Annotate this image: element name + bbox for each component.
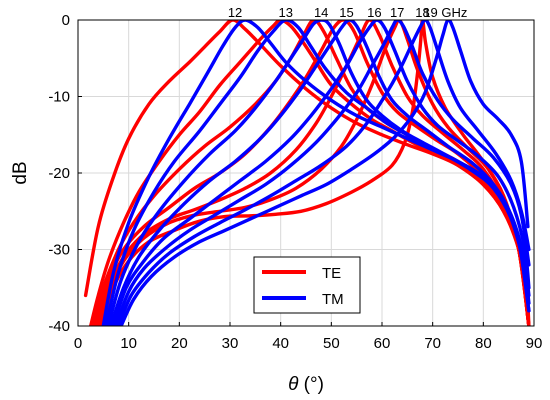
legend-tm-label: TM — [322, 291, 344, 308]
x-axis-unit: (°) — [298, 374, 324, 395]
y-axis-label: dB — [10, 161, 31, 184]
x-tick-label: 70 — [424, 335, 441, 352]
frequency-label: 15 — [339, 5, 353, 20]
series-tm-19ghz — [119, 20, 530, 326]
y-tick-label: -20 — [48, 165, 70, 182]
x-tick-label: 60 — [374, 335, 391, 352]
x-tick-label: 10 — [120, 335, 137, 352]
frequency-label: 19 GHz — [423, 5, 467, 20]
frequency-label: 12 — [228, 5, 242, 20]
legend: TE TM — [253, 256, 361, 314]
y-tick-label: -40 — [48, 318, 70, 335]
series-te-18ghz — [101, 20, 531, 326]
x-tick-label: 20 — [171, 335, 188, 352]
frequency-label: 16 — [367, 5, 381, 20]
series-tm-17ghz — [114, 20, 531, 326]
x-tick-label: 90 — [526, 335, 543, 352]
y-tick-label: -10 — [48, 89, 70, 106]
x-tick-label: 80 — [475, 335, 492, 352]
frequency-label: 14 — [314, 5, 328, 20]
x-tick-label: 30 — [222, 335, 239, 352]
x-tick-label: 0 — [74, 335, 82, 352]
series-tm-15ghz — [109, 20, 531, 326]
frequency-label: 13 — [278, 5, 292, 20]
series-tm-18ghz — [116, 20, 531, 326]
x-axis-symbol: θ — [288, 374, 299, 395]
x-axis-label: θ (°) — [288, 374, 324, 395]
y-tick-label: -30 — [48, 242, 70, 259]
x-axis-ticks: 0 10 20 30 40 50 60 70 80 90 — [74, 322, 543, 352]
frequency-label: 17 — [390, 5, 404, 20]
y-tick-label: 0 — [62, 12, 70, 29]
x-tick-label: 50 — [323, 335, 340, 352]
x-tick-label: 40 — [272, 335, 289, 352]
legend-te-label: TE — [322, 265, 341, 282]
y-axis-ticks: 0 -10 -20 -30 -40 — [48, 12, 82, 335]
legend-box — [253, 256, 361, 314]
series-tm-16ghz — [111, 20, 531, 326]
frequency-label: 18 — [415, 5, 429, 20]
